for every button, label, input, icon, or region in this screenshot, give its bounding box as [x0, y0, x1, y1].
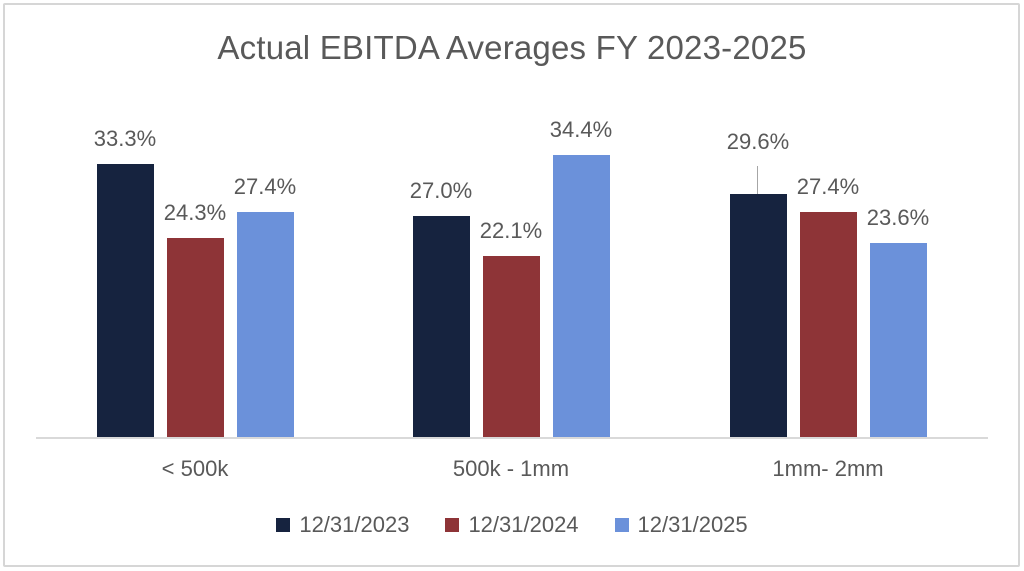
bar: [799, 212, 857, 437]
legend-item: 12/31/2024: [445, 512, 579, 538]
leader-line: [757, 166, 758, 195]
category-label: 500k - 1mm: [452, 456, 570, 481]
bar: [869, 243, 927, 437]
legend-swatch: [445, 518, 460, 532]
x-axis-line: [36, 437, 988, 439]
bar: [412, 215, 470, 437]
bar-value-label: 29.6%: [726, 129, 790, 155]
bar: [96, 163, 154, 437]
bar-value-label: 27.0%: [409, 177, 473, 203]
legend-label: 12/31/2023: [299, 512, 410, 537]
bar-value-label: 22.1%: [479, 217, 543, 243]
bar: [552, 154, 610, 437]
category-label: < 500k: [161, 456, 229, 481]
legend-swatch: [614, 518, 629, 532]
bar-value-label: 33.3%: [93, 125, 157, 151]
bar: [482, 255, 540, 437]
legend-label: 12/31/2025: [637, 512, 748, 537]
chart-title: Actual EBITDA Averages FY 2023-2025: [217, 29, 807, 66]
bar-value-label: 27.4%: [796, 174, 860, 200]
category-label: 1mm- 2mm: [772, 456, 884, 481]
bar-value-label: 24.3%: [163, 199, 227, 225]
legend-item: 12/31/2023: [276, 512, 409, 538]
legend: 12/31/2023 12/31/2024 12/31/2025: [0, 512, 1024, 538]
bar: [729, 194, 787, 437]
legend-item: 12/31/2025: [614, 512, 748, 538]
bar-value-label: 27.4%: [233, 174, 297, 200]
legend-swatch: [276, 518, 291, 532]
bar: [236, 212, 294, 437]
legend-label: 12/31/2024: [468, 512, 579, 537]
bar-value-label: 34.4%: [549, 116, 613, 142]
bar: [166, 237, 224, 437]
bar-value-label: 23.6%: [866, 205, 930, 231]
